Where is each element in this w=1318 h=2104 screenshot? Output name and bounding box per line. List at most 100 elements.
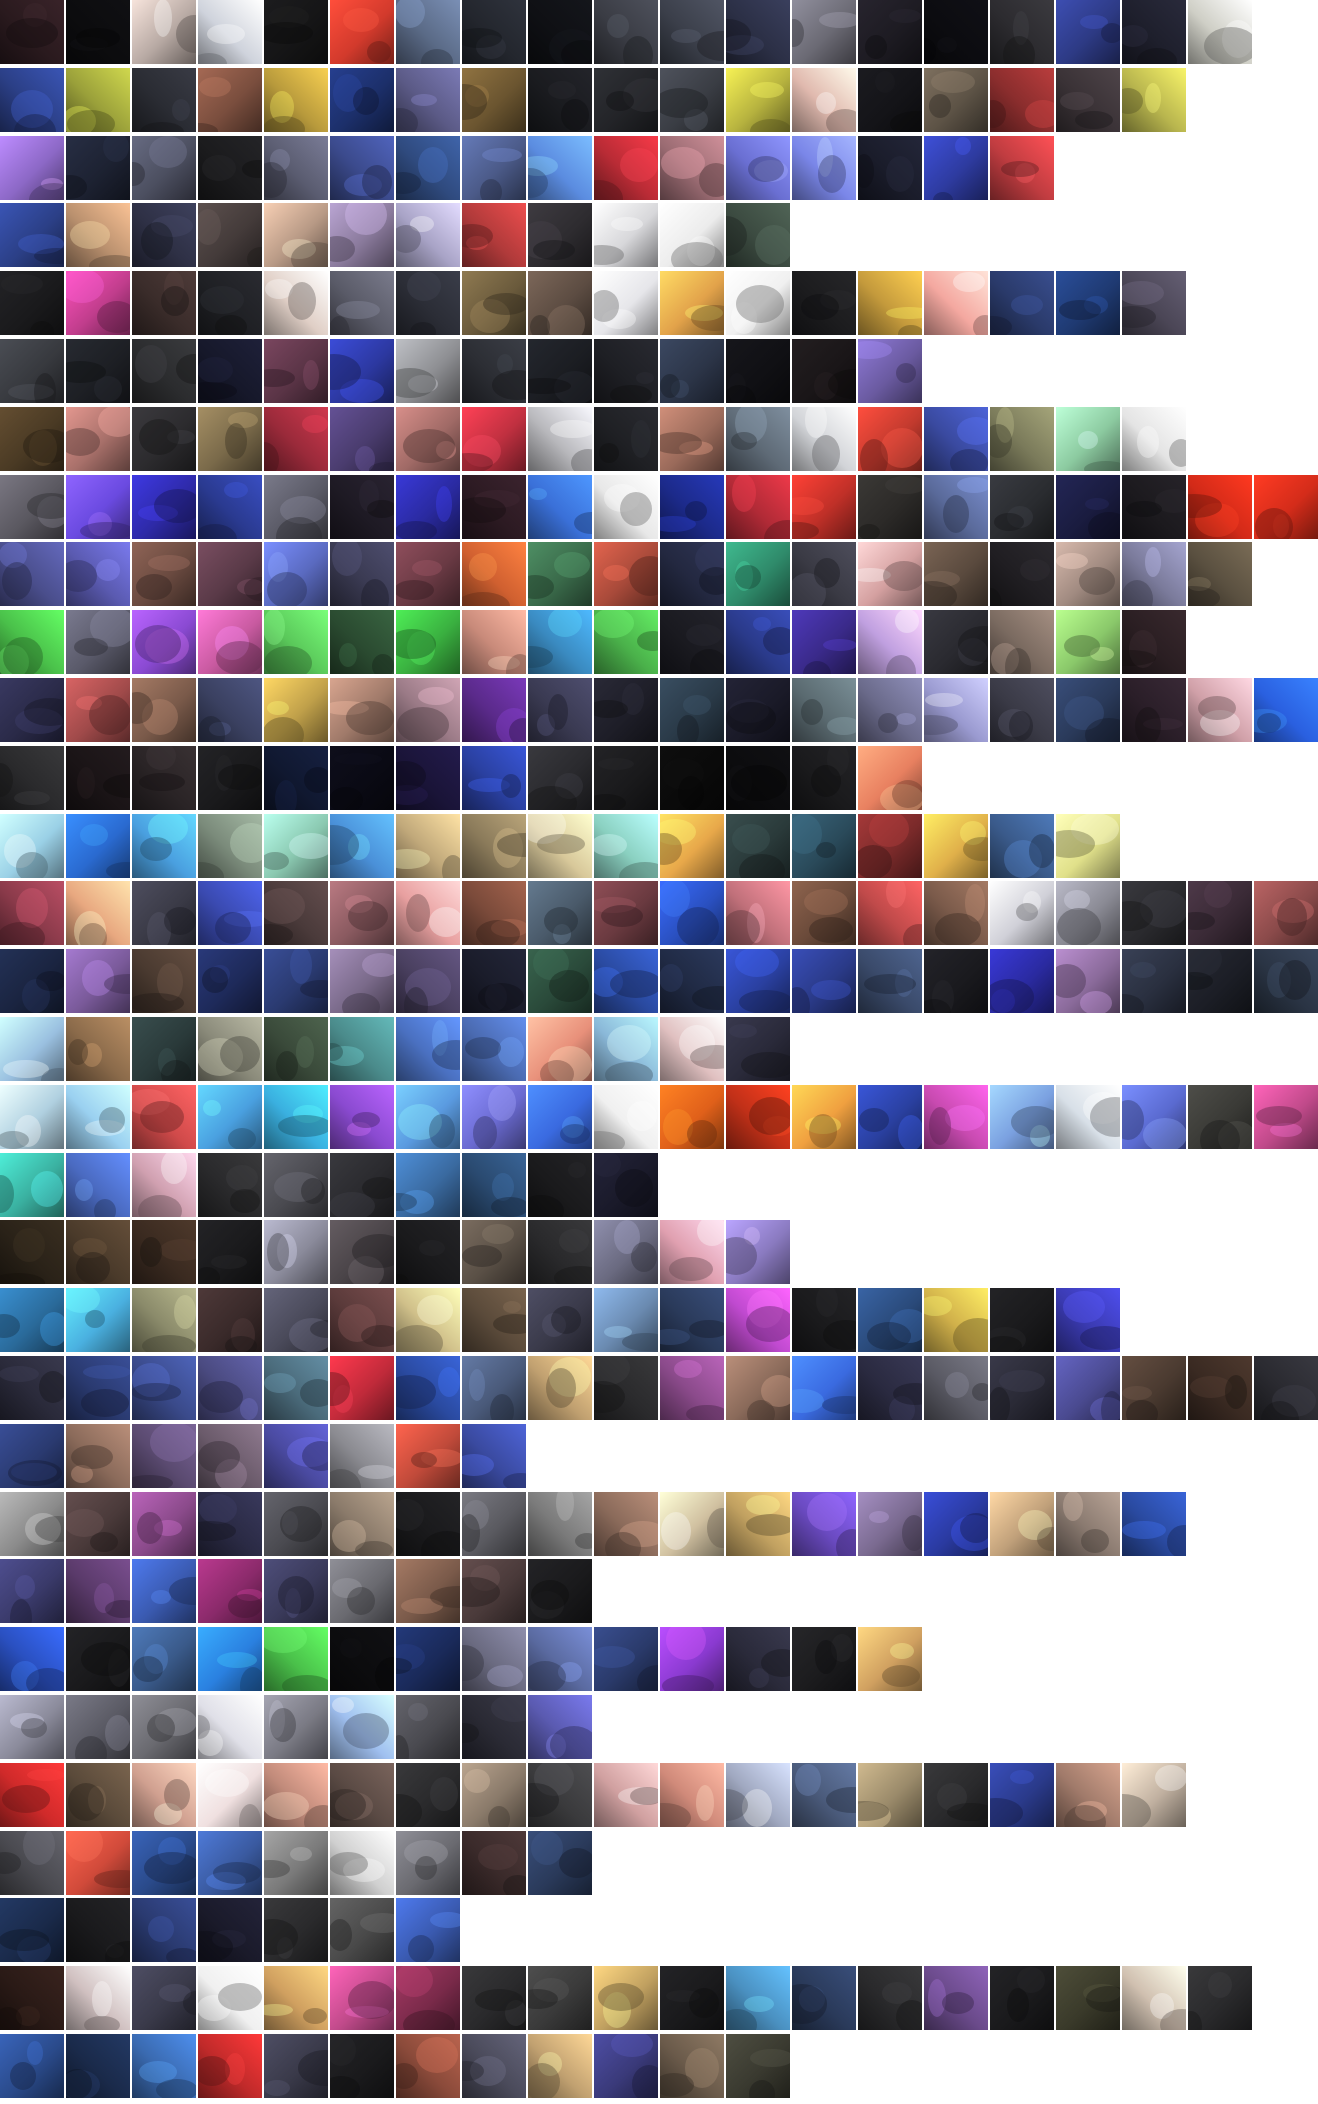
thumbnail-image <box>858 1627 922 1691</box>
thumbnail-tile <box>132 68 196 132</box>
thumbnail-tile <box>0 542 64 606</box>
thumbnail-image <box>462 1017 526 1081</box>
thumbnail-image <box>990 678 1054 742</box>
thumbnail-tile <box>462 1017 526 1081</box>
thumbnail-tile <box>528 1831 592 1895</box>
thumbnail-tile <box>1056 1356 1120 1420</box>
thumbnail-tile <box>726 1763 790 1827</box>
thumbnail-image <box>462 1424 526 1488</box>
thumbnail-image <box>462 271 526 335</box>
thumbnail-tile <box>792 1085 856 1149</box>
thumbnail-image <box>132 1288 196 1352</box>
thumbnail-image <box>198 203 262 267</box>
thumbnail-image <box>264 1695 328 1759</box>
thumbnail-image <box>0 949 64 1013</box>
thumbnail-tile <box>528 542 592 606</box>
thumbnail-tile <box>330 203 394 267</box>
thumbnail-tile <box>858 339 922 403</box>
thumbnail-tile <box>990 1763 1054 1827</box>
thumbnail-image <box>198 1220 262 1284</box>
thumbnail-image <box>264 68 328 132</box>
thumbnail-tile <box>330 2034 394 2098</box>
thumbnail-image <box>66 1220 130 1284</box>
thumbnail-tile <box>330 1831 394 1895</box>
thumbnail-image <box>924 610 988 674</box>
thumbnail-image <box>1056 475 1120 539</box>
thumbnail-tile <box>198 746 262 810</box>
thumbnail-tile <box>1188 0 1252 64</box>
thumbnail-image <box>132 1559 196 1623</box>
thumbnail-image <box>528 1627 592 1691</box>
thumbnail-tile <box>1122 1085 1186 1149</box>
thumbnail-image <box>792 1492 856 1556</box>
thumbnail-tile <box>1254 949 1318 1013</box>
mosaic-row <box>0 1763 1188 1827</box>
thumbnail-image <box>660 1763 724 1827</box>
thumbnail-tile <box>726 746 790 810</box>
thumbnail-image <box>1056 1966 1120 2030</box>
thumbnail-image <box>396 136 460 200</box>
thumbnail-image <box>66 1966 130 2030</box>
thumbnail-image <box>1122 881 1186 945</box>
thumbnail-tile <box>66 1492 130 1556</box>
thumbnail-image <box>792 1763 856 1827</box>
thumbnail-tile <box>462 542 526 606</box>
thumbnail-tile <box>594 68 658 132</box>
thumbnail-tile <box>990 542 1054 606</box>
thumbnail-tile <box>1122 407 1186 471</box>
thumbnail-tile <box>990 610 1054 674</box>
thumbnail-tile <box>264 203 328 267</box>
thumbnail-image <box>66 1627 130 1691</box>
thumbnail-image <box>858 881 922 945</box>
thumbnail-image <box>1056 881 1120 945</box>
thumbnail-image <box>66 881 130 945</box>
thumbnail-tile <box>1188 949 1252 1013</box>
thumbnail-image <box>660 339 724 403</box>
thumbnail-tile <box>132 1492 196 1556</box>
thumbnail-tile <box>594 1153 658 1217</box>
thumbnail-image <box>66 1695 130 1759</box>
thumbnail-image <box>594 746 658 810</box>
thumbnail-image <box>66 678 130 742</box>
thumbnail-tile <box>396 1831 460 1895</box>
thumbnail-tile <box>66 0 130 64</box>
thumbnail-image <box>528 407 592 471</box>
thumbnail-tile <box>0 339 64 403</box>
thumbnail-tile <box>132 1627 196 1691</box>
thumbnail-image <box>396 1085 460 1149</box>
thumbnail-image <box>528 1085 592 1149</box>
mosaic-row <box>0 407 1188 471</box>
thumbnail-tile <box>198 1627 262 1691</box>
thumbnail-image <box>198 271 262 335</box>
thumbnail-image <box>0 1085 64 1149</box>
thumbnail-tile <box>858 1492 922 1556</box>
thumbnail-tile <box>594 271 658 335</box>
thumbnail-image <box>330 1492 394 1556</box>
thumbnail-tile <box>990 1966 1054 2030</box>
thumbnail-image <box>462 1288 526 1352</box>
thumbnail-tile <box>198 1695 262 1759</box>
mosaic-row <box>0 881 1318 945</box>
thumbnail-tile <box>264 1695 328 1759</box>
thumbnail-image <box>594 1492 658 1556</box>
thumbnail-image <box>858 1356 922 1420</box>
thumbnail-image <box>924 475 988 539</box>
thumbnail-image <box>462 949 526 1013</box>
thumbnail-image <box>264 1424 328 1488</box>
thumbnail-tile <box>594 1627 658 1691</box>
thumbnail-image <box>990 475 1054 539</box>
thumbnail-tile <box>462 1288 526 1352</box>
thumbnail-tile <box>990 68 1054 132</box>
thumbnail-image <box>198 542 262 606</box>
thumbnail-image <box>330 1153 394 1217</box>
thumbnail-image <box>726 542 790 606</box>
thumbnail-image <box>132 949 196 1013</box>
thumbnail-tile <box>66 68 130 132</box>
thumbnail-tile <box>1056 542 1120 606</box>
thumbnail-tile <box>66 610 130 674</box>
thumbnail-image <box>198 1695 262 1759</box>
thumbnail-image <box>396 678 460 742</box>
thumbnail-tile <box>1254 475 1318 539</box>
thumbnail-tile <box>792 542 856 606</box>
thumbnail-image <box>924 0 988 64</box>
